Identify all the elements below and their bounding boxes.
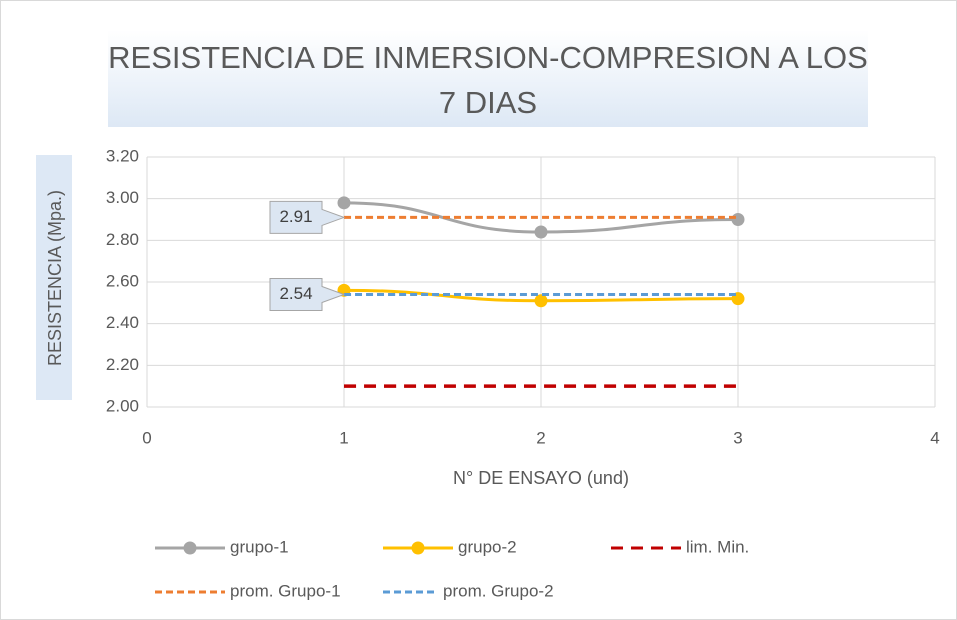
legend-label: grupo-2 bbox=[458, 537, 517, 556]
y-tick-label: 2.80 bbox=[106, 230, 139, 249]
x-tick-label: 3 bbox=[733, 428, 742, 447]
legend-marker bbox=[411, 541, 425, 555]
x-tick-label: 1 bbox=[339, 428, 348, 447]
x-title-box bbox=[418, 460, 664, 496]
x-tick-label: 0 bbox=[142, 428, 151, 447]
x-tick-label: 4 bbox=[930, 428, 939, 447]
legend-label: grupo-1 bbox=[230, 537, 289, 556]
chart-title: RESISTENCIA DE INMERSION-COMPRESION A LO… bbox=[108, 40, 868, 120]
legend-label: prom. Grupo-2 bbox=[443, 581, 554, 600]
x-axis-title: N° DE ENSAYO (und) bbox=[453, 468, 629, 488]
marker bbox=[731, 213, 745, 226]
legend-label: lim. Min. bbox=[686, 537, 749, 556]
legend-label: prom. Grupo-1 bbox=[230, 581, 341, 600]
y-tick-label: 3.00 bbox=[106, 188, 139, 207]
title-box bbox=[108, 30, 868, 127]
marker bbox=[534, 294, 548, 308]
y-tick-label: 2.20 bbox=[106, 355, 139, 374]
marker bbox=[534, 225, 548, 239]
marker bbox=[337, 196, 351, 210]
y-tick-label: 2.60 bbox=[106, 271, 139, 290]
legend-marker bbox=[183, 541, 197, 555]
y-title-box bbox=[36, 155, 72, 400]
y-tick-label: 3.20 bbox=[106, 146, 139, 165]
y-tick-label: 2.40 bbox=[106, 313, 139, 332]
label-callout bbox=[269, 278, 346, 311]
x-tick-label: 2 bbox=[536, 428, 545, 447]
label-callout bbox=[269, 200, 346, 234]
y-tick-label: 2.00 bbox=[106, 396, 139, 415]
y-axis-title: RESISTENCIA (Mpa.) bbox=[45, 190, 65, 366]
data-label: 2.54 bbox=[279, 284, 312, 303]
data-label: 2.91 bbox=[279, 207, 312, 226]
